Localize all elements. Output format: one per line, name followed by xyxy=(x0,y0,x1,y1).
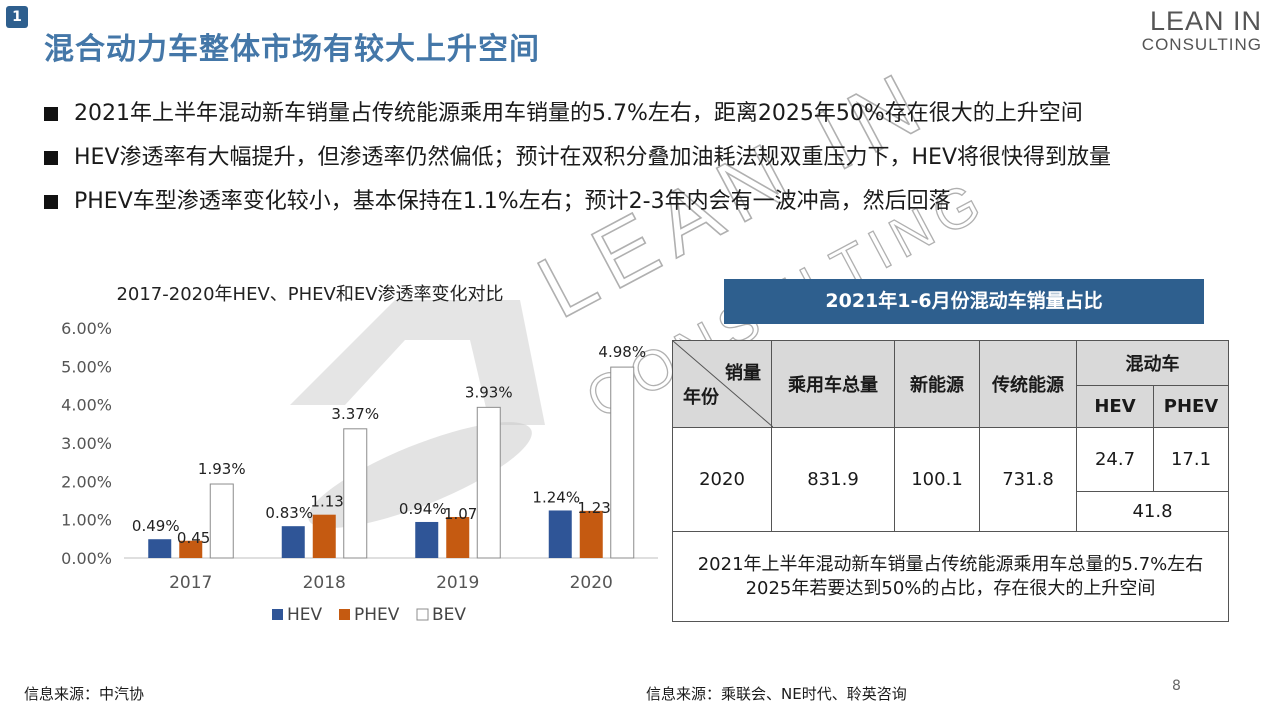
y-tick-label: 6.00% xyxy=(61,319,112,338)
logo-line-2: CONSULTING xyxy=(1141,35,1262,54)
bar-bev xyxy=(343,428,368,559)
cell-nev: 100.1 xyxy=(894,427,980,532)
data-label-hev: 0.49% xyxy=(132,517,180,535)
legend-label-phev: PHEV xyxy=(354,605,400,625)
slide-number-badge: 1 xyxy=(6,6,28,28)
y-tick-label: 3.00% xyxy=(61,434,112,453)
header-hybrid: 混动车 xyxy=(1076,340,1229,386)
y-tick-label: 2.00% xyxy=(61,472,112,491)
bar-hev xyxy=(415,521,439,558)
note-line-2: 2025年若要达到50%的占比，存在很大的上升空间 xyxy=(745,577,1156,599)
bullet-item: 2021年上半年混动新车销量占传统能源乘用车销量的5.7%左右，距离2025年5… xyxy=(44,92,1111,136)
bullet-item: PHEV车型渗透率变化较小，基本保持在1.1%左右；预计2-3年内会有一波冲高，… xyxy=(44,180,1111,224)
legend-swatch-hev xyxy=(272,609,283,620)
y-tick-label: 0.00% xyxy=(61,549,112,568)
bar-bev xyxy=(209,483,234,559)
y-tick-label: 5.00% xyxy=(61,357,112,376)
header-nev: 新能源 xyxy=(894,340,980,428)
header-phev: PHEV xyxy=(1153,384,1229,428)
hybrid-sales-table: 销量 年份 乘用车总量 新能源 传统能源 混动车 HEV PHEV 2020 8… xyxy=(672,340,1229,622)
table-corner-cell: 销量 年份 xyxy=(672,340,773,428)
data-label-bev: 3.93% xyxy=(465,383,513,401)
source-right: 信息来源：乘联会、NE时代、聆英咨询 xyxy=(646,685,907,703)
data-label-bev: 4.98% xyxy=(598,343,646,361)
data-label-hev: 0.94% xyxy=(399,500,447,518)
cell-phev: 17.1 xyxy=(1153,427,1229,492)
legend-swatch-phev xyxy=(339,609,350,620)
x-tick-label: 2018 xyxy=(303,573,346,593)
data-label-hev: 0.83% xyxy=(265,504,313,522)
cell-ice: 731.8 xyxy=(979,427,1077,532)
bar-bev xyxy=(610,366,635,559)
legend-label-bev: BEV xyxy=(432,605,466,625)
bar-phev xyxy=(312,514,336,558)
bar-phev xyxy=(579,510,603,558)
header-hev: HEV xyxy=(1076,384,1154,428)
bullet-square-icon xyxy=(44,107,58,121)
y-tick-label: 4.00% xyxy=(61,396,112,415)
penetration-bar-chart: 2017-2020年HEV、PHEV和EV渗透率变化对比 0.00% 1.00% 2.… xyxy=(61,284,658,625)
bar-phev xyxy=(446,516,470,558)
bullet-text: PHEV车型渗透率变化较小，基本保持在1.1%左右；预计2-3年内会有一波冲高，… xyxy=(74,189,951,214)
bar-hev xyxy=(548,510,572,558)
source-left: 信息来源：中汽协 xyxy=(24,685,145,703)
company-logo: LEAN IN CONSULTING xyxy=(1142,6,1262,55)
logo-line-1: LEAN IN xyxy=(1149,6,1262,36)
bullet-text: HEV渗透率有大幅提升，但渗透率仍然偏低；预计在双积分叠加油耗法规双重压力下，H… xyxy=(74,145,1111,170)
bullet-item: HEV渗透率有大幅提升，但渗透率仍然偏低；预计在双积分叠加油耗法规双重压力下，H… xyxy=(44,136,1111,180)
x-tick-label: 2020 xyxy=(570,573,613,593)
y-tick-label: 1.00% xyxy=(61,511,112,530)
bullet-list: 2021年上半年混动新车销量占传统能源乘用车销量的5.7%左右，距离2025年5… xyxy=(44,92,1111,224)
cell-year: 2020 xyxy=(672,427,772,532)
corner-diagonal-line xyxy=(673,341,773,427)
header-total: 乘用车总量 xyxy=(771,340,895,428)
page-number: 8 xyxy=(1172,678,1181,694)
x-tick-label: 2017 xyxy=(169,573,212,593)
data-label-bev: 3.37% xyxy=(331,405,379,423)
legend-swatch-bev xyxy=(416,608,429,621)
data-label-hev: 1.24% xyxy=(532,488,580,506)
bar-bev xyxy=(476,406,501,559)
corner-label-year: 年份 xyxy=(683,387,719,408)
bar-hev xyxy=(281,526,305,558)
chart-title: 2017-2020年HEV、PHEV和EV渗透率变化对比 xyxy=(116,284,503,305)
bullet-square-icon xyxy=(44,195,58,209)
data-label-bev: 1.93% xyxy=(198,460,246,478)
bar-hev xyxy=(148,539,172,558)
page-title: 混合动力车整体市场有较大上升空间 xyxy=(44,32,540,67)
corner-label-sales: 销量 xyxy=(725,363,761,384)
x-tick-label: 2019 xyxy=(436,573,479,593)
bullet-text: 2021年上半年混动新车销量占传统能源乘用车销量的5.7%左右，距离2025年5… xyxy=(74,101,1083,126)
bar-phev xyxy=(179,540,203,558)
table-banner: 2021年1-6月份混动车销量占比 xyxy=(724,279,1204,324)
table-note: 2021年上半年混动新车销量占传统能源乘用车总量的5.7%左右 2025年若要达… xyxy=(672,531,1229,622)
table-row: 2020 831.9 100.1 731.8 24.7 17.1 xyxy=(672,427,1229,532)
cell-total: 831.9 xyxy=(771,427,895,532)
cell-hev: 24.7 xyxy=(1076,427,1154,492)
header-ice: 传统能源 xyxy=(979,340,1077,428)
legend-label-hev: HEV xyxy=(287,605,323,625)
note-line-1: 2021年上半年混动新车销量占传统能源乘用车总量的5.7%左右 xyxy=(697,553,1204,575)
bullet-square-icon xyxy=(44,151,58,165)
cell-hybrid-total: 41.8 xyxy=(1076,491,1229,532)
